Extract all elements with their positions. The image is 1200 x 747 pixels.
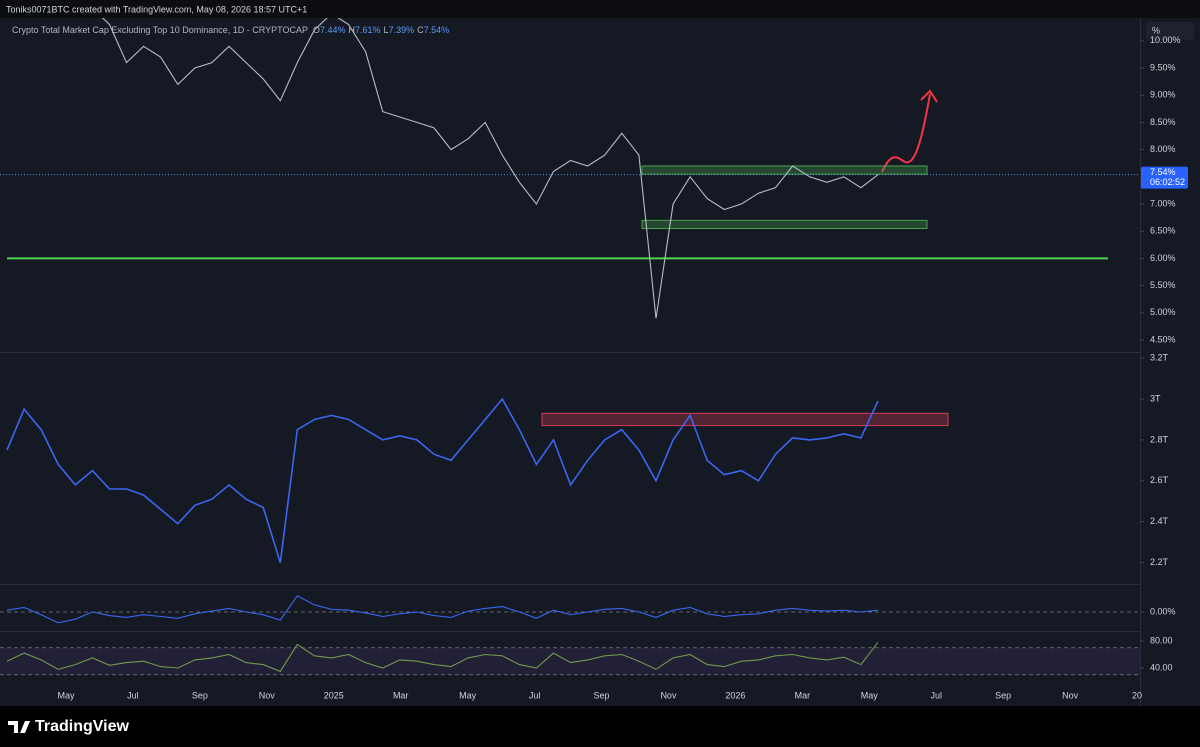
x-tick-label: 20 [1132, 690, 1142, 700]
y-tick-label: 2.2T [1150, 557, 1169, 567]
legend: Crypto Total Market Cap Excluding Top 10… [12, 25, 449, 35]
y-tick-label: 2.4T [1150, 516, 1169, 526]
x-tick-label: Sep [594, 690, 610, 700]
x-tick-label: Sep [995, 690, 1011, 700]
x-tick-label: May [57, 690, 75, 700]
zone-box [641, 165, 928, 175]
x-tick-label: May [861, 690, 879, 700]
y-tick-label: 2.6T [1150, 475, 1169, 485]
y-tick-label: 6.00% [1150, 253, 1176, 263]
x-tick-label: Mar [393, 690, 409, 700]
chart-background [0, 18, 1200, 706]
bar-countdown: 06:02:52 [1150, 177, 1185, 187]
x-tick-label: Nov [259, 690, 276, 700]
rsi-band-fill [0, 647, 1140, 675]
y-tick-label: 2.8T [1150, 434, 1169, 444]
y-tick-label: 80.00 [1150, 635, 1173, 645]
y-tick-label: 0.00% [1150, 606, 1176, 616]
brand-name: TradingView [35, 718, 130, 735]
y-tick-label: 9.00% [1150, 90, 1176, 100]
x-tick-label: May [459, 690, 477, 700]
y-tick-label: 7.00% [1150, 198, 1176, 208]
legend-text: Crypto Total Market Cap Excluding Top 10… [12, 25, 449, 35]
header-bar [0, 0, 1200, 18]
legend-key: C [417, 25, 424, 35]
x-tick-label: Nov [1062, 690, 1079, 700]
y-tick-label: 40.00 [1150, 662, 1173, 672]
legend-value: 7.61% [355, 25, 381, 35]
arrow-head [920, 89, 938, 103]
legend-value: 7.39% [389, 25, 415, 35]
last-price-label: 7.54% [1150, 167, 1176, 177]
series-line [6, 397, 879, 563]
x-tick-label: Mar [795, 690, 811, 700]
y-tick-label: 10.00% [1150, 35, 1181, 45]
y-tick-label: 3.2T [1150, 353, 1169, 363]
series-line [6, 595, 879, 624]
y-tick-label: 3T [1150, 393, 1161, 403]
x-tick-label: Jul [127, 690, 139, 700]
legend-key: O [313, 25, 320, 35]
legend-value: 7.44% [320, 25, 346, 35]
last-price-box [1141, 166, 1188, 189]
legend-symbol: Crypto Total Market Cap Excluding Top 10… [12, 25, 308, 35]
x-tick-label: 2025 [324, 690, 344, 700]
series-line [101, 18, 879, 319]
y-tick-label: 9.50% [1150, 62, 1176, 72]
unit-box [1146, 22, 1194, 40]
axis-unit: % [1152, 25, 1160, 35]
y-tick-label: 4.50% [1150, 334, 1176, 344]
x-tick-label: Nov [660, 690, 677, 700]
brand-logo [8, 721, 30, 733]
zone-box [641, 219, 928, 230]
x-tick-label: Sep [192, 690, 208, 700]
y-tick-label: 5.00% [1150, 307, 1176, 317]
x-tick-label: Jul [529, 690, 541, 700]
y-tick-label: 5.50% [1150, 280, 1176, 290]
x-tick-label: 2026 [725, 690, 745, 700]
legend-value: 7.54% [424, 25, 450, 35]
x-tick-label: Jul [930, 690, 942, 700]
zone-box [541, 412, 949, 427]
y-tick-label: 8.50% [1150, 117, 1176, 127]
y-tick-label: 8.00% [1150, 144, 1176, 154]
arrow-annotation [881, 93, 931, 173]
y-tick-label: 6.50% [1150, 226, 1176, 236]
series-line [6, 641, 879, 673]
legend-key: L [384, 25, 389, 35]
header-credit: Toniks0071BTC created with TradingView.c… [6, 4, 307, 14]
footer-bar [0, 706, 1200, 747]
